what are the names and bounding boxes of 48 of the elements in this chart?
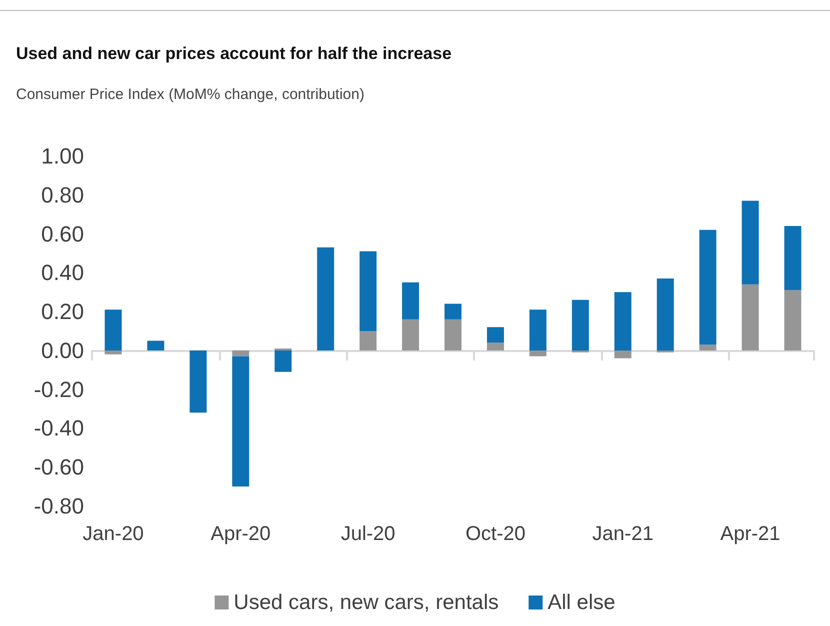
bar (742, 284, 759, 350)
y-tick-label: 0.60 (41, 221, 84, 246)
bar (486, 327, 504, 343)
x-tick-label: Apr-21 (720, 523, 780, 545)
y-tick-label: -0.60 (34, 454, 84, 480)
bar (402, 282, 420, 320)
bar (104, 350, 122, 354)
bar (274, 350, 292, 372)
x-tick-label: Apr-20 (210, 523, 271, 545)
bar (742, 200, 759, 284)
chart-title: Used and new car prices account for half the increase (16, 44, 452, 64)
legend-label: Used cars, new cars, rentals (234, 591, 499, 614)
bar (190, 350, 207, 413)
bar (360, 331, 377, 350)
bar (699, 230, 716, 345)
bar (317, 247, 334, 350)
bar (147, 340, 164, 350)
bar (232, 350, 250, 356)
y-tick-label: 1.00 (41, 144, 84, 168)
x-tick-label: Jul-20 (340, 523, 396, 545)
y-tick-label: 0.80 (41, 182, 84, 208)
chart-subtitle: Consumer Price Index (MoM% change, contribution) (16, 86, 364, 103)
y-tick-label: 0.20 (41, 299, 84, 324)
x-tick-label: Jan-21 (592, 523, 654, 545)
bar (360, 251, 377, 331)
y-tick-label: 0.40 (41, 260, 84, 286)
x-tick-label: Oct-20 (465, 523, 526, 545)
bar (614, 350, 632, 358)
bar (529, 310, 546, 350)
x-tick-label: Jan-20 (82, 523, 144, 545)
bar (656, 278, 674, 350)
bar (402, 319, 420, 350)
bar (614, 292, 632, 350)
bar (529, 350, 546, 356)
bar (104, 310, 122, 350)
y-tick-label: -0.80 (34, 494, 84, 518)
bar (572, 300, 589, 350)
bar (784, 226, 802, 290)
bar (232, 356, 250, 487)
bar (444, 304, 462, 320)
bar (486, 342, 504, 350)
y-tick-label: 0.00 (41, 338, 84, 363)
legend-label: All else (548, 591, 616, 614)
bar (444, 319, 462, 350)
bar (699, 344, 716, 350)
y-tick-label: -0.40 (34, 416, 84, 441)
y-tick-label: -0.20 (34, 376, 84, 402)
bar (784, 290, 802, 350)
